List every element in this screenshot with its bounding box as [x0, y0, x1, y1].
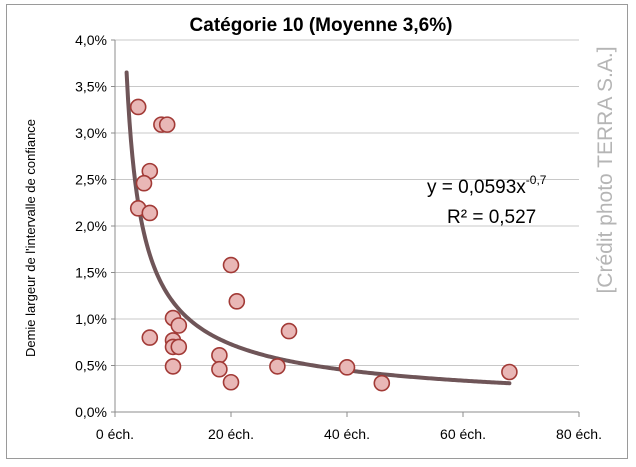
y-tick-label: 2,0%	[75, 218, 107, 234]
data-points	[129, 98, 518, 392]
x-tick-label: 80 éch.	[556, 426, 602, 442]
data-point	[338, 359, 356, 376]
x-tick-label: 20 éch.	[208, 426, 254, 442]
data-point	[158, 116, 176, 133]
y-tick-labels: 0,0% 0,5% 1,0% 1,5% 2,0% 2,5% 3,0% 3,5% 4,0%	[75, 32, 107, 420]
data-point	[211, 346, 228, 364]
y-tick-label: 1,5%	[75, 265, 107, 281]
y-tick-label: 4,0%	[75, 32, 107, 48]
trendline-equation: y = 0,0593x-0,7	[427, 173, 547, 198]
y-tick-label: 1,0%	[75, 311, 107, 327]
data-point	[141, 329, 159, 346]
data-point	[222, 373, 240, 391]
y-tick-label: 2,5%	[75, 172, 107, 188]
scatter-chart: Catégorie 10 (Moyenne 3,6%) 0,0% 0,5% 1,0%…	[23, 15, 617, 442]
data-point	[170, 317, 188, 334]
data-point	[135, 174, 153, 192]
y-axis-label: Demie largeur de l'intervalle de confian…	[23, 119, 38, 357]
equation-main: y = 0,0593x	[427, 177, 526, 198]
x-tick-label: 40 éch.	[324, 426, 370, 442]
data-point	[501, 363, 518, 381]
photo-credit-watermark: [Crédit photo TERRA S.A.]	[594, 46, 617, 293]
data-point	[141, 204, 159, 222]
power-trendline	[124, 70, 512, 386]
data-point	[170, 338, 188, 356]
x-tick-label: 0 éch.	[96, 426, 134, 442]
grid-lines	[115, 39, 579, 366]
y-tick-label: 3,5%	[75, 79, 107, 95]
data-point	[280, 322, 298, 340]
y-tick-label: 0,5%	[75, 358, 107, 374]
x-tick-label: 60 éch.	[440, 426, 486, 442]
x-tick-labels: 0 éch. 20 éch. 40 éch. 60 éch. 80 éch.	[96, 426, 602, 442]
chart-title: Catégorie 10 (Moyenne 3,6%)	[190, 15, 453, 36]
y-tick-label: 0,0%	[75, 404, 107, 420]
data-point	[129, 98, 147, 116]
trendline-layer	[124, 70, 512, 386]
data-point	[211, 360, 228, 378]
data-point	[164, 358, 182, 375]
data-point	[228, 293, 246, 310]
equation-exponent: -0,7	[526, 173, 547, 187]
data-point	[269, 358, 286, 375]
data-point	[222, 256, 240, 274]
data-point	[373, 374, 391, 392]
axes	[111, 39, 580, 417]
chart-frame: Catégorie 10 (Moyenne 3,6%) 0,0% 0,5% 1,0%…	[6, 4, 628, 459]
r-squared: R² = 0,527	[447, 207, 536, 228]
y-tick-label: 3,0%	[75, 125, 107, 141]
